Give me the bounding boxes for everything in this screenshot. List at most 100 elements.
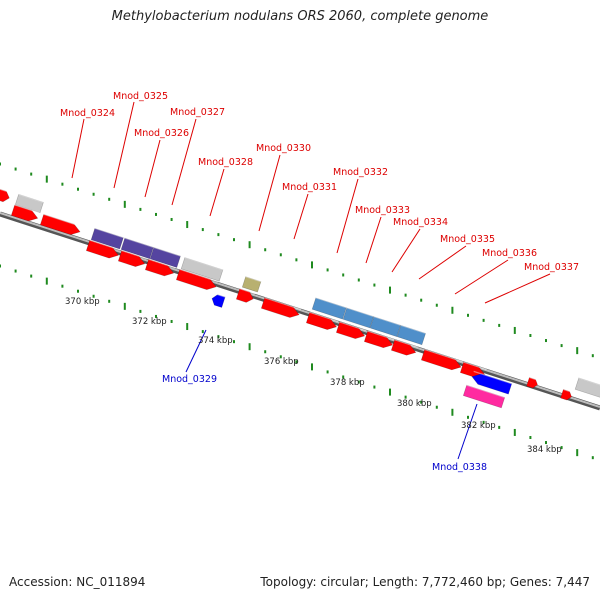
leader-line — [336, 178, 359, 254]
gene-steelblue — [396, 324, 426, 346]
gene-red — [10, 204, 40, 222]
gene-features — [0, 187, 600, 409]
scale-label: 376 kbp — [264, 357, 299, 367]
gene-label-mnod_0330: Mnod_0330 — [256, 143, 311, 154]
scale-label: 378 kbp — [330, 378, 365, 388]
gene-steelblue-shape — [396, 324, 426, 346]
gene-label-mnod_0326: Mnod_0326 — [134, 128, 189, 139]
gene-red-shape — [560, 389, 572, 401]
gene-red-shine — [43, 213, 82, 228]
gene-red — [39, 213, 82, 235]
gene-red-shine — [394, 339, 418, 348]
gene-magenta — [462, 384, 506, 409]
gene-red — [420, 348, 463, 371]
gene-label-mnod_0337: Mnod_0337 — [524, 262, 579, 273]
gene-blue — [211, 292, 226, 308]
gene-purple-shape — [90, 227, 124, 250]
gene-red-shine — [529, 376, 540, 382]
gene-red-shape — [235, 288, 254, 303]
leader-line — [144, 139, 161, 198]
gene-steelblue-shape — [369, 316, 401, 337]
gene-blue-shine — [473, 370, 512, 385]
gene-red-shine — [563, 388, 574, 394]
gene-steelblue — [311, 297, 347, 320]
gene-red — [390, 339, 418, 356]
gene-red — [144, 258, 176, 277]
gene-gray-shape — [180, 257, 224, 282]
gene-purple — [90, 227, 124, 250]
gene-labels: Mnod_0324 Mnod_0325 Mnod_0326 Mnod_0327 Mnod… — [60, 91, 579, 473]
gene-label-mnod_0336: Mnod_0336 — [482, 248, 537, 259]
leader-line — [293, 193, 309, 240]
gene-steelblue — [369, 316, 401, 337]
gene-gray-shine — [184, 256, 224, 271]
gene-gray-shine — [18, 193, 44, 203]
gene-magenta-shape — [462, 384, 506, 409]
gene-red — [560, 388, 574, 401]
gene-red-shine — [264, 297, 302, 311]
gene-red — [235, 288, 256, 303]
gene-red — [0, 187, 12, 203]
gene-red-shine — [148, 258, 176, 269]
leader-line — [185, 329, 207, 373]
gene-label-mnod_0334: Mnod_0334 — [393, 217, 448, 228]
gene-purple-shine — [153, 246, 181, 257]
gene-steelblue — [342, 307, 374, 329]
scale-labels: 370 kbp 372 kbp 374 kbp 376 kbp 378 kbp 380 k… — [65, 297, 562, 455]
gene-olive — [241, 276, 262, 293]
leader-line — [484, 273, 551, 304]
gene-label-mnod_0327: Mnod_0327 — [170, 107, 225, 118]
gene-red-shape — [305, 311, 338, 330]
gene-red-shine — [121, 249, 147, 260]
label-leader-lines — [71, 101, 551, 460]
gene-purple — [149, 246, 181, 268]
gene-red-shape — [363, 330, 394, 349]
gene-red-shape — [39, 213, 81, 235]
scale-label: 370 kbp — [65, 297, 100, 307]
leader-line — [457, 403, 478, 460]
map-title: Methylobacterium nodulans ORS 2060, comp… — [111, 9, 489, 24]
gene-gray — [14, 193, 44, 214]
genome-summary-text: Topology: circular; Length: 7,772,460 bp… — [260, 575, 590, 589]
gene-red-shape — [260, 297, 300, 318]
gene-red — [363, 330, 395, 349]
gene-red — [260, 297, 302, 318]
gene-olive-shape — [241, 276, 262, 293]
gene-blue — [471, 370, 513, 395]
gene-purple-shine — [94, 227, 124, 239]
gene-steelblue-shine — [373, 316, 401, 326]
leader-line — [391, 228, 421, 273]
gene-label-mnod_0332: Mnod_0332 — [333, 167, 388, 178]
gene-blue-shape — [211, 294, 226, 308]
gene-red-shape — [175, 268, 217, 290]
leader-line — [258, 154, 281, 232]
tick-marks — [0, 162, 594, 460]
leader-line — [454, 259, 509, 295]
gene-red-shape — [526, 377, 538, 389]
gene-gray — [574, 377, 600, 399]
gene-red — [85, 239, 121, 259]
gene-red-shine — [367, 330, 395, 341]
gene-gray-shine — [578, 377, 600, 388]
gene-red — [175, 268, 218, 290]
gene-red — [305, 311, 339, 330]
gene-purple-shine — [124, 237, 154, 248]
gene-gray — [180, 256, 224, 282]
gene-steelblue-shine — [346, 307, 374, 318]
gene-red-shape — [117, 250, 146, 267]
leader-line — [171, 118, 197, 206]
gene-red-shine — [179, 268, 218, 283]
gene-gray-shape — [574, 377, 600, 399]
gene-steelblue-shape — [311, 297, 347, 320]
gene-label-mnod_0338: Mnod_0338 — [432, 462, 487, 473]
gene-red-shape — [10, 204, 39, 222]
gene-red-shine — [239, 288, 256, 295]
scale-label: 384 kbp — [527, 445, 562, 455]
gene-label-mnod_0329: Mnod_0329 — [162, 374, 217, 385]
gene-label-mnod_0333: Mnod_0333 — [355, 205, 410, 216]
accession-text: Accession: NC_011894 — [9, 575, 146, 589]
gene-label-mnod_0325: Mnod_0325 — [113, 91, 168, 102]
gene-purple-shape — [149, 247, 181, 268]
gene-gray-shape — [14, 193, 44, 214]
